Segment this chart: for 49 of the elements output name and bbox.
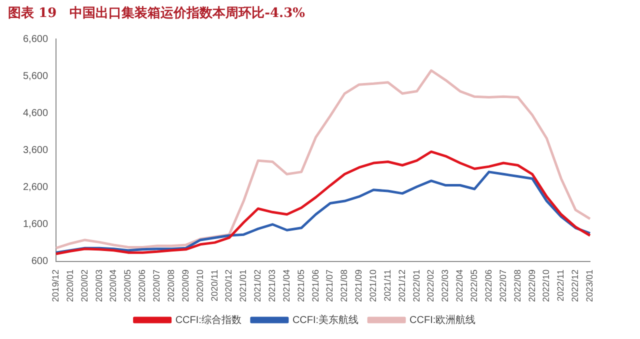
x-tick-label: 2022/05 <box>469 269 480 302</box>
x-tick-label: 2022/10 <box>541 269 552 302</box>
x-tick-label: 2022/02 <box>426 269 436 302</box>
x-tick-label: 2022/06 <box>483 269 494 302</box>
x-tick-label: 2021/12 <box>396 269 407 302</box>
x-tick-label: 2023/01 <box>584 269 594 302</box>
x-tick-label: 2022/12 <box>570 269 580 302</box>
y-tick-label: 1,600 <box>22 219 48 230</box>
x-tick-label: 2022/01 <box>411 269 422 302</box>
legend-label: CCFI:美东航线 <box>292 314 359 326</box>
x-tick-label: 2021/05 <box>296 269 306 302</box>
y-tick-label: 3,600 <box>22 144 48 156</box>
x-tick-label: 2022/03 <box>440 269 450 302</box>
x-tick-label: 2021/09 <box>354 269 364 302</box>
x-tick-label: 2022/07 <box>498 269 508 302</box>
x-tick-label: 2021/03 <box>266 269 277 302</box>
x-tick-label: 2020/01 <box>64 269 75 302</box>
x-tick-label: 2022/11 <box>556 269 566 302</box>
y-tick-label: 6,600 <box>22 34 48 45</box>
legend-label: CCFI:欧洲航线 <box>410 314 476 326</box>
x-tick-label: 2022/08 <box>512 269 522 302</box>
chart-title: 图表 19 中国出口集装箱运价指数本周环比-4.3% <box>8 5 305 22</box>
x-tick-label: 2020/11 <box>209 269 220 302</box>
y-tick-label: 600 <box>31 256 48 268</box>
x-tick-label: 2021/02 <box>252 269 263 302</box>
x-tick-label: 2021/08 <box>339 269 350 302</box>
x-tick-label: 2021/07 <box>324 269 335 302</box>
x-tick-label: 2020/07 <box>152 269 162 302</box>
x-tick-label: 2022/04 <box>454 269 465 302</box>
x-tick-label: 2020/03 <box>94 269 104 302</box>
y-tick-label: 5,600 <box>22 70 48 82</box>
x-tick-label: 2020/12 <box>224 269 234 302</box>
x-tick-label: 2022/09 <box>526 269 537 302</box>
x-tick-label: 2020/02 <box>79 269 90 302</box>
x-tick-label: 2020/06 <box>137 269 148 302</box>
x-tick-label: 2021/10 <box>368 269 378 302</box>
x-tick-label: 2021/11 <box>382 269 392 302</box>
x-tick-label: 2020/08 <box>166 269 176 302</box>
x-tick-label: 2021/04 <box>281 269 292 302</box>
y-tick-label: 4,600 <box>22 108 48 119</box>
x-tick-label: 2021/06 <box>310 269 320 302</box>
legend-label: CCFI:综合指数 <box>175 314 242 326</box>
y-tick-label: 2,600 <box>22 182 48 194</box>
x-tick-label: 2020/05 <box>122 269 133 302</box>
x-tick-label: 2020/10 <box>194 269 205 302</box>
x-tick-label: 2020/04 <box>108 269 118 302</box>
x-tick-label: 2019/12 <box>50 269 61 302</box>
x-tick-label: 2021/01 <box>238 269 248 302</box>
x-tick-label: 2020/09 <box>180 269 190 302</box>
